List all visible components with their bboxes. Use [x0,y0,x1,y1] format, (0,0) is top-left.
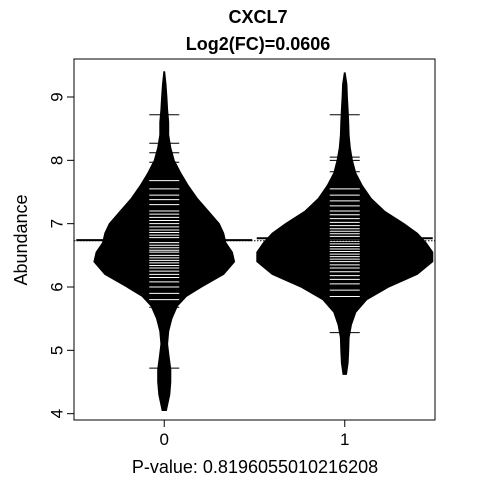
chart-subtitle: Log2(FC)=0.0606 [186,34,331,54]
y-tick-label: 4 [48,409,67,418]
x-tick-label: 0 [160,430,169,449]
x-axis-label: P-value: 0.819605501021620​8 [132,457,378,477]
x-tick-label: 1 [340,430,349,449]
y-tick-label: 8 [48,156,67,165]
bean-1 [256,72,434,375]
y-tick-label: 5 [48,346,67,355]
y-axis: 4 5 6 7 8 9 [48,92,75,418]
bean-density-1 [256,72,434,375]
y-tick-label: 6 [48,282,67,291]
y-tick-label: 7 [48,219,67,228]
y-tick-label: 9 [48,92,67,101]
y-axis-label: Abundance [11,194,31,285]
chart-title: CXCL7 [228,7,287,27]
